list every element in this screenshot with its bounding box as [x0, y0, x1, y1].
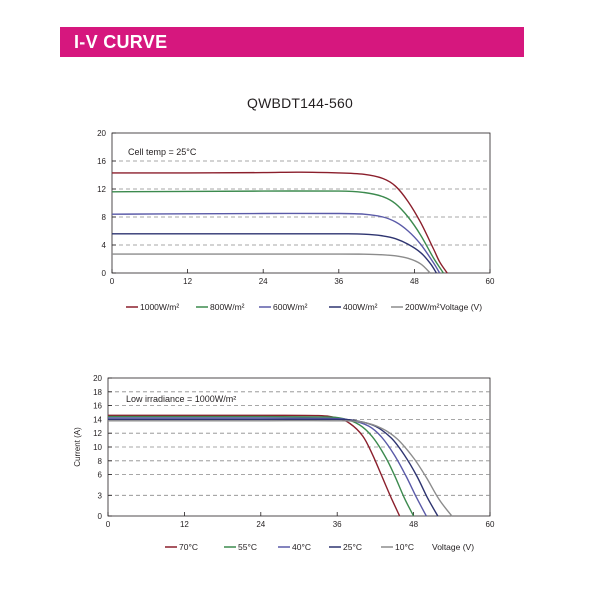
x-tick-label: 24 [259, 277, 268, 286]
x-tick-label: 24 [256, 520, 265, 529]
x-tick-label: 36 [333, 520, 342, 529]
legend-label: 25°C [343, 542, 362, 552]
y-tick-label: 14 [93, 415, 102, 424]
section-title: I-V CURVE [74, 32, 168, 52]
y-tick-label: 6 [98, 471, 103, 480]
y-tick-label: 16 [97, 157, 106, 166]
y-tick-label: 0 [102, 269, 107, 278]
x-tick-label: 48 [409, 520, 418, 529]
series-line [107, 418, 439, 517]
legend-label: 70°C [179, 542, 198, 552]
legend-label: 10°C [395, 542, 414, 552]
y-tick-label: 8 [98, 457, 103, 466]
legend-label: 55°C [238, 542, 257, 552]
y-axis-label: Current (A) [73, 427, 82, 467]
series-line [111, 190, 444, 274]
series-line [108, 417, 427, 517]
x-tick-label: 0 [106, 520, 111, 529]
legend-label: 800W/m² [210, 302, 245, 312]
x-tick-label: 60 [486, 520, 495, 529]
x-tick-label: 60 [486, 277, 495, 286]
model-name: QWBDT144-560 [247, 95, 353, 111]
x-axis-label: Voltage (V) [432, 542, 474, 552]
y-tick-label: 10 [93, 443, 102, 452]
chart-annotation: Low irradiance = 1000W/m² [126, 394, 236, 404]
series-line [112, 253, 431, 274]
series-line [111, 212, 441, 274]
x-tick-label: 12 [180, 520, 189, 529]
legend-label: 40°C [292, 542, 311, 552]
series-line [108, 419, 453, 517]
y-tick-label: 3 [98, 491, 103, 500]
y-tick-label: 4 [102, 241, 107, 250]
legend-label: 400W/m² [343, 302, 378, 312]
y-tick-label: 0 [98, 512, 103, 521]
section-banner: I-V CURVE [60, 27, 524, 57]
y-tick-label: 18 [93, 388, 102, 397]
y-tick-label: 8 [102, 213, 107, 222]
x-tick-label: 0 [110, 277, 115, 286]
legend-label: 200W/m² [405, 302, 440, 312]
x-tick-label: 36 [334, 277, 343, 286]
x-tick-label: 12 [183, 277, 192, 286]
y-tick-label: 20 [93, 374, 102, 383]
x-axis-label: Voltage (V) [440, 302, 482, 312]
y-tick-label: 12 [97, 185, 106, 194]
legend-label: 1000W/m² [140, 302, 179, 312]
series-line [112, 233, 437, 274]
plot-frame [111, 132, 491, 274]
series-line [111, 171, 448, 274]
chart-annotation: Cell temp = 25°C [128, 147, 197, 157]
y-tick-label: 12 [93, 429, 102, 438]
series-line [108, 415, 415, 517]
legend-label: 600W/m² [273, 302, 308, 312]
y-tick-label: 16 [93, 402, 102, 411]
x-tick-label: 48 [410, 277, 419, 286]
series-line [108, 414, 401, 517]
y-tick-label: 20 [97, 129, 106, 138]
